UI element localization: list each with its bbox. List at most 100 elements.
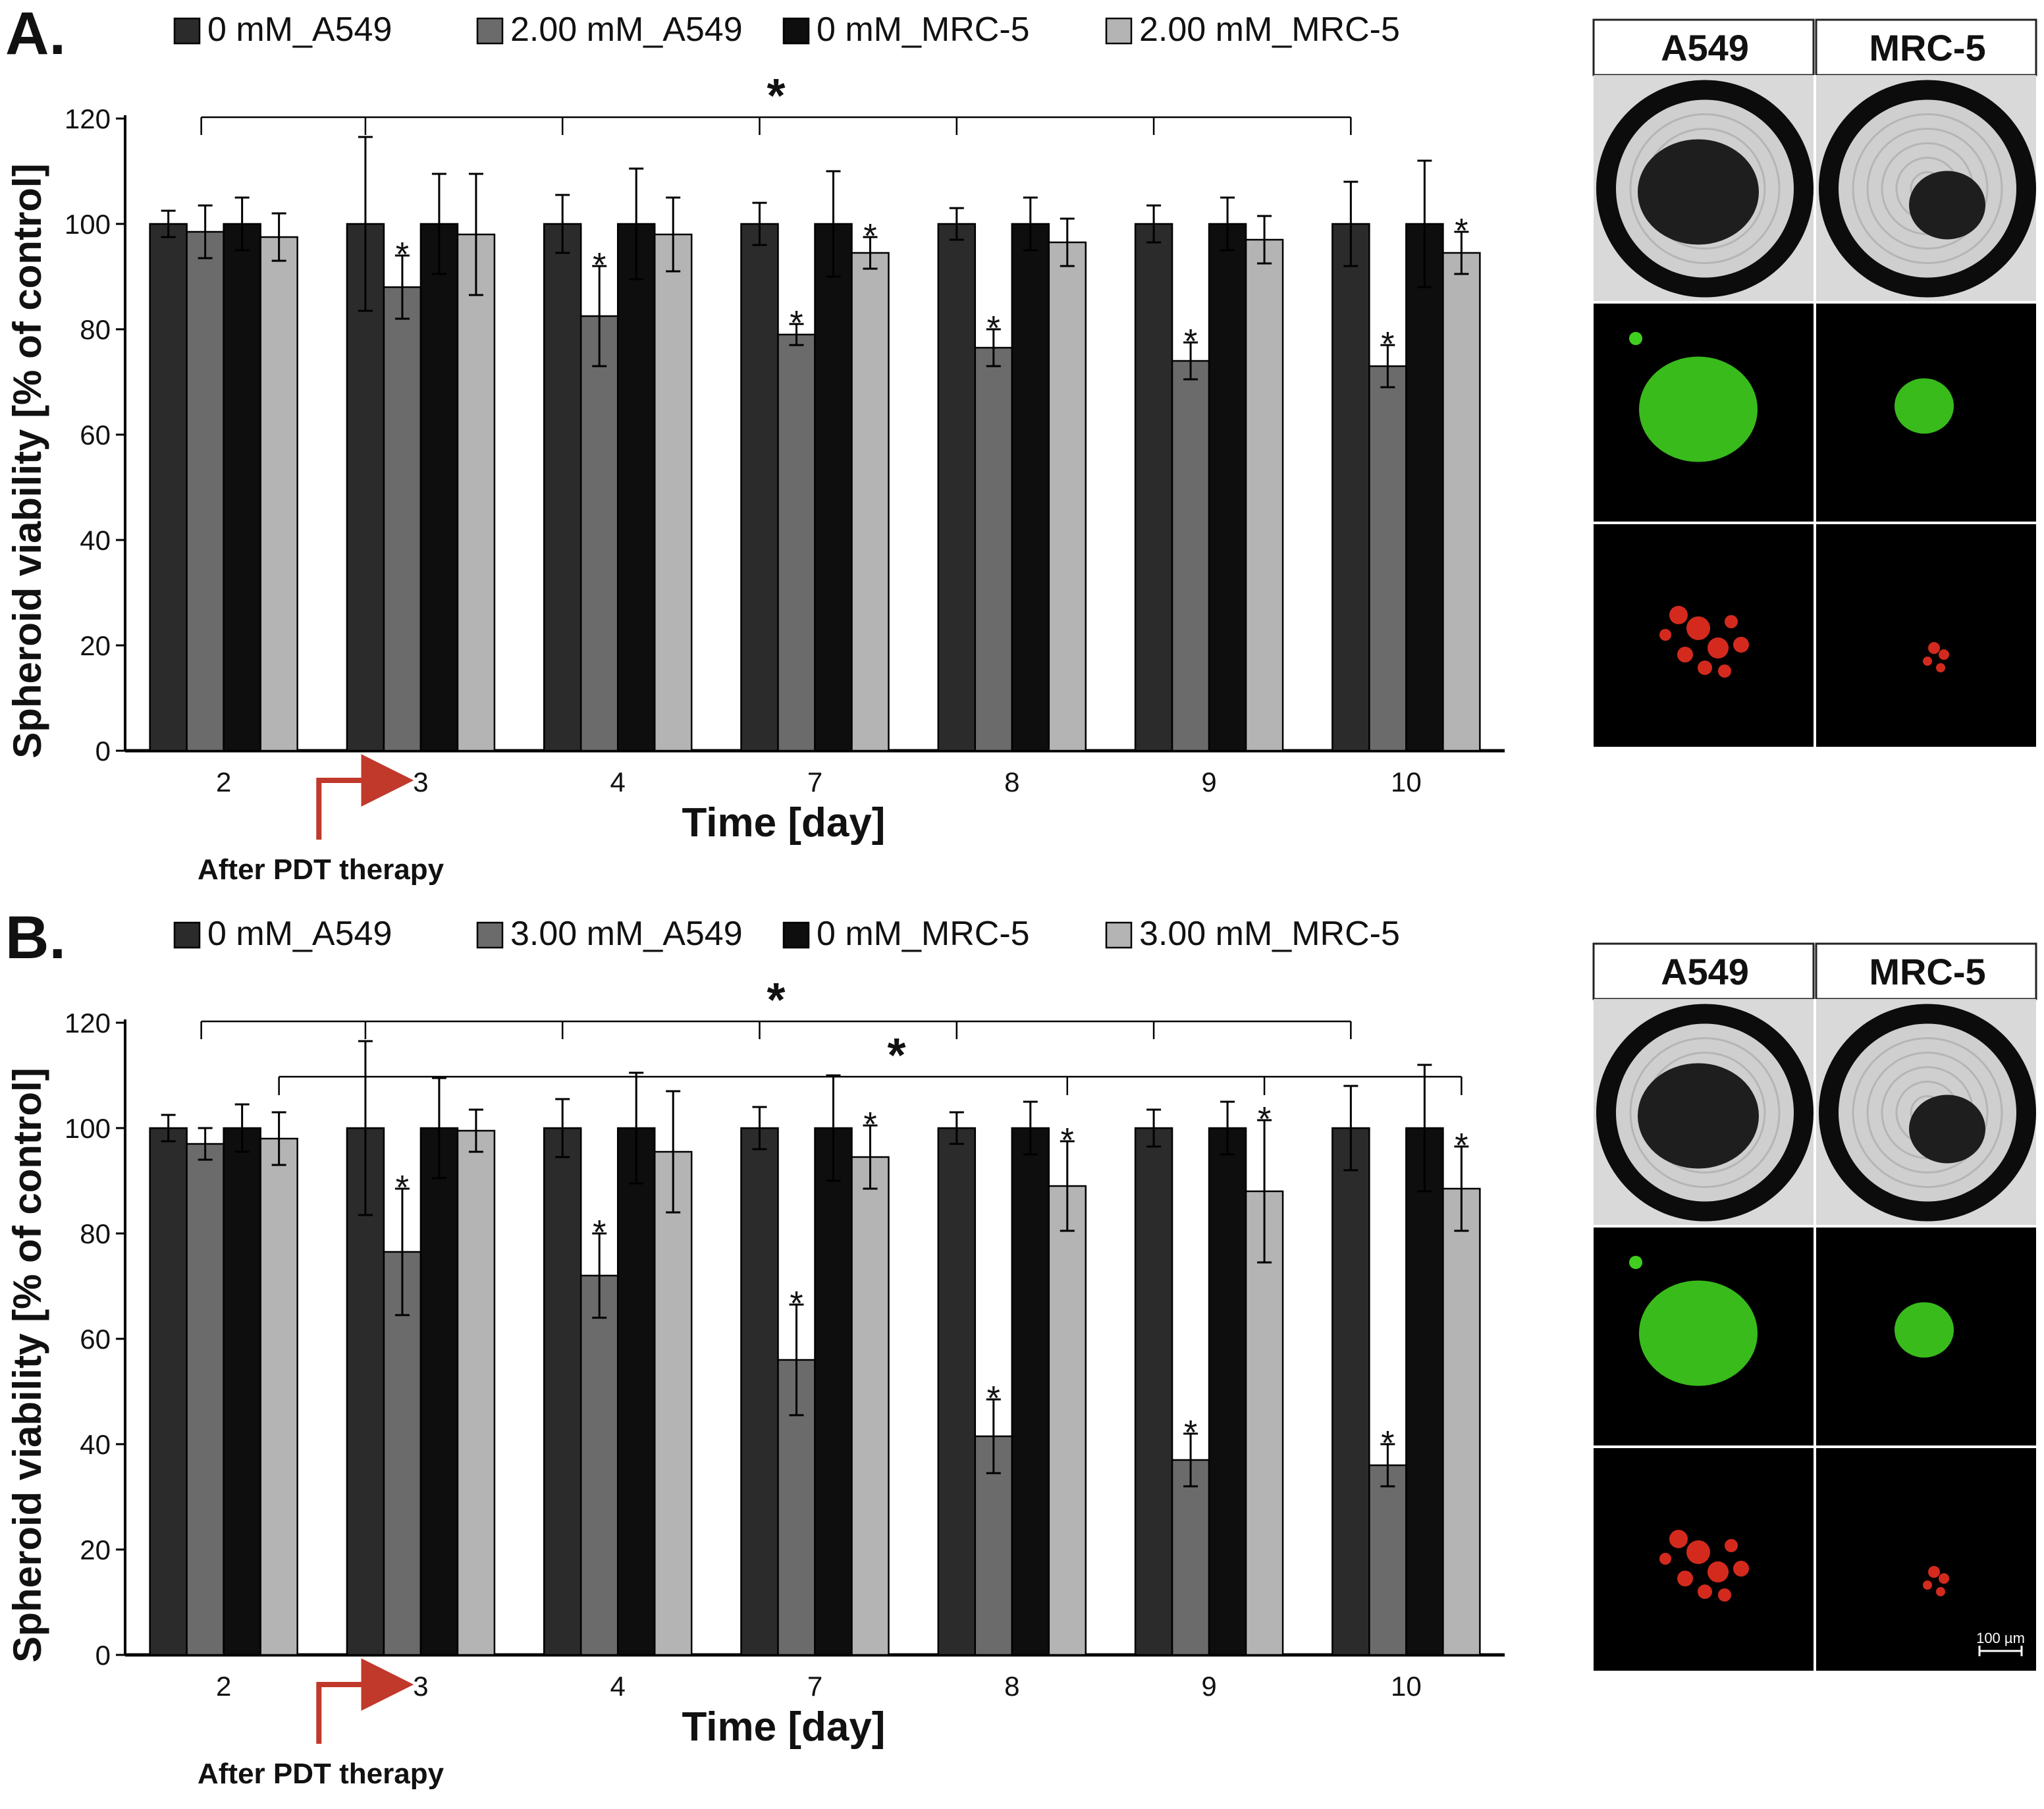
bracket-star: * bbox=[887, 1029, 905, 1082]
well-ring bbox=[1866, 1052, 1989, 1174]
dead-stain-image bbox=[1816, 1447, 2036, 1671]
bar bbox=[1011, 1127, 1050, 1656]
image-column-header bbox=[1815, 18, 2037, 76]
pdt-arrow bbox=[316, 754, 414, 840]
bar bbox=[1171, 360, 1210, 752]
bar bbox=[1011, 223, 1050, 752]
bar bbox=[1405, 223, 1444, 752]
x-tick-label: 4 bbox=[610, 767, 626, 797]
image-column-label: MRC-5 bbox=[1869, 951, 1985, 992]
significance-marker: * bbox=[593, 246, 606, 284]
significance-marker: * bbox=[987, 1380, 1000, 1418]
bar bbox=[259, 1137, 298, 1656]
image-column-header bbox=[1592, 942, 1815, 1000]
bar bbox=[616, 223, 656, 752]
bar bbox=[1368, 1464, 1407, 1656]
x-tick-label: 7 bbox=[807, 1671, 822, 1702]
live-spheroid bbox=[1639, 1280, 1758, 1386]
bracket-star: * bbox=[766, 974, 785, 1027]
dead-cell bbox=[1733, 637, 1749, 653]
y-tick-label: 80 bbox=[80, 1218, 111, 1249]
legend-label: 2.00 mM_A549 bbox=[510, 11, 743, 49]
dead-cell bbox=[1659, 629, 1671, 641]
y-axis-title: Spheroid viability [% of control] bbox=[5, 1067, 49, 1662]
bar bbox=[149, 1127, 188, 1656]
y-tick-label: 0 bbox=[95, 1640, 111, 1671]
legend-item: 3.00 mM_MRC-5 bbox=[1105, 915, 1400, 953]
legend-swatch bbox=[476, 17, 504, 45]
significance-marker: * bbox=[1455, 1127, 1468, 1165]
significance-marker: * bbox=[863, 217, 876, 256]
significance-marker: * bbox=[790, 304, 803, 342]
bar bbox=[1331, 223, 1370, 752]
legend-swatch bbox=[173, 921, 201, 949]
image-column-label: A549 bbox=[1661, 27, 1749, 68]
bar bbox=[259, 236, 298, 752]
bar bbox=[1208, 223, 1247, 752]
live-fragment bbox=[1629, 1256, 1642, 1269]
y-tick-label: 60 bbox=[80, 419, 111, 450]
bar bbox=[851, 252, 890, 752]
significance-marker: * bbox=[1184, 323, 1197, 361]
y-tick-label: 20 bbox=[80, 630, 111, 661]
x-tick-label: 9 bbox=[1201, 767, 1216, 797]
dead-cell bbox=[1939, 1573, 1949, 1584]
dead-cell bbox=[1708, 1561, 1729, 1582]
legend-item: 2.00 mM_A549 bbox=[476, 11, 743, 49]
bracket-star: * bbox=[766, 70, 785, 122]
bar bbox=[814, 223, 853, 752]
bar bbox=[1245, 1190, 1284, 1656]
microscopy-grid: A549 MRC-5 100 µm bbox=[1592, 942, 2037, 1671]
legend-swatch bbox=[1105, 921, 1133, 949]
x-tick-label: 3 bbox=[413, 767, 428, 797]
y-tick-label: 120 bbox=[65, 1008, 111, 1039]
spheroid bbox=[1638, 1063, 1759, 1169]
image-column-label: MRC-5 bbox=[1869, 27, 1985, 68]
dead-cell bbox=[1923, 657, 1932, 666]
significance-marker: * bbox=[1184, 1414, 1197, 1452]
microscopy-grid: A549 MRC-5 bbox=[1592, 18, 2037, 747]
bar bbox=[814, 1127, 853, 1656]
y-tick-label: 0 bbox=[95, 736, 111, 767]
well-ring bbox=[1629, 1037, 1781, 1188]
x-axis-title: Time [day] bbox=[682, 800, 886, 846]
panel-label: B. bbox=[5, 904, 66, 971]
legend-label: 3.00 mM_MRC-5 bbox=[1139, 915, 1400, 953]
bar bbox=[383, 1251, 422, 1656]
bar bbox=[1405, 1127, 1444, 1656]
bar bbox=[456, 233, 496, 752]
legend-item: 0 mM_A549 bbox=[173, 11, 392, 49]
dead-cell bbox=[1718, 1588, 1731, 1602]
scale-bar-label: 100 µm bbox=[1976, 1630, 2025, 1646]
legend-label: 0 mM_MRC-5 bbox=[817, 11, 1030, 49]
spheroid bbox=[1638, 139, 1759, 245]
dead-cell bbox=[1686, 1540, 1710, 1564]
bar bbox=[223, 223, 261, 752]
y-tick-label: 40 bbox=[80, 1429, 111, 1460]
significance-marker: * bbox=[1061, 1121, 1074, 1160]
bar bbox=[419, 1127, 459, 1656]
bar bbox=[543, 223, 582, 752]
spheroid bbox=[1909, 171, 1985, 240]
image-column-label: A549 bbox=[1661, 951, 1749, 992]
x-tick-label: 3 bbox=[413, 1671, 428, 1702]
legend-swatch bbox=[782, 921, 810, 949]
significance-marker: * bbox=[790, 1285, 803, 1323]
bar bbox=[937, 223, 977, 752]
live-spheroid bbox=[1895, 1302, 1954, 1358]
pdt-annotation: After PDT therapy bbox=[198, 1758, 444, 1790]
bar bbox=[543, 1127, 582, 1656]
bar bbox=[383, 286, 422, 752]
dead-cell bbox=[1733, 1561, 1749, 1577]
bar bbox=[223, 1127, 261, 1656]
bar bbox=[1048, 1185, 1087, 1656]
legend-label: 2.00 mM_MRC-5 bbox=[1139, 11, 1400, 49]
dead-cell bbox=[1677, 647, 1693, 662]
legend-swatch bbox=[782, 17, 810, 45]
bar bbox=[937, 1127, 977, 1656]
significance-marker: * bbox=[987, 310, 1000, 348]
significance-marker: * bbox=[1455, 212, 1468, 250]
live-fragment bbox=[1629, 332, 1642, 345]
dead-cell bbox=[1928, 1566, 1940, 1578]
bar bbox=[149, 223, 188, 752]
